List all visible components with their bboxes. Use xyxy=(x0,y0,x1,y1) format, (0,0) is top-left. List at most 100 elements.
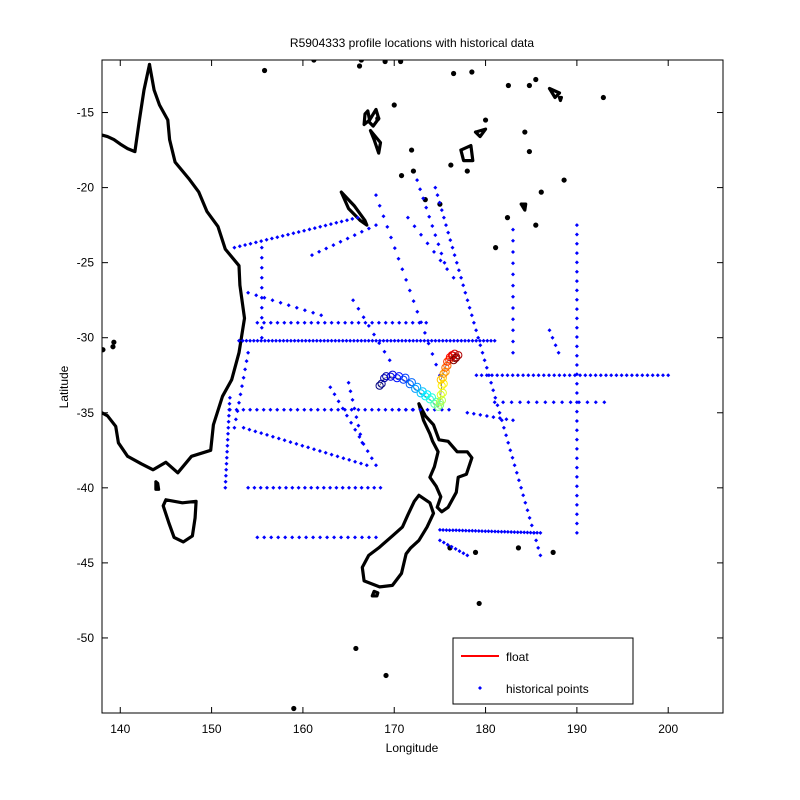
historical-point xyxy=(331,243,336,248)
historical-point xyxy=(424,320,429,325)
historical-point xyxy=(463,528,468,533)
historical-point xyxy=(528,530,533,535)
historical-point xyxy=(471,320,476,325)
historical-point xyxy=(344,338,349,343)
historical-point xyxy=(525,508,530,513)
historical-point xyxy=(526,373,531,378)
y-tick-label: -20 xyxy=(77,181,95,195)
float-profile-marker xyxy=(436,390,445,399)
historical-point xyxy=(349,320,354,325)
historical-point xyxy=(481,338,486,343)
coastline xyxy=(154,480,161,491)
historical-point xyxy=(341,456,346,461)
historical-point xyxy=(574,400,579,405)
historical-point xyxy=(454,260,459,265)
historical-point xyxy=(390,320,395,325)
historical-point xyxy=(574,391,579,395)
historical-point xyxy=(493,395,498,400)
float-profile-marker xyxy=(377,379,386,388)
historical-point xyxy=(490,373,494,378)
historical-point xyxy=(312,226,317,231)
historical-point xyxy=(259,305,264,310)
historical-point xyxy=(444,528,449,533)
historical-point xyxy=(512,530,517,535)
historical-point xyxy=(225,443,230,448)
historical-point xyxy=(562,373,567,378)
float-profile-marker xyxy=(423,390,432,399)
historical-point xyxy=(650,373,655,378)
historical-point xyxy=(262,338,267,343)
axes-box xyxy=(101,59,724,714)
historical-point xyxy=(525,530,530,535)
historical-point xyxy=(339,535,344,540)
historical-point xyxy=(403,320,408,325)
historical-point xyxy=(556,350,561,355)
historical-point xyxy=(477,338,482,343)
historical-point xyxy=(374,535,378,540)
float-profile-marker xyxy=(452,353,461,362)
historical-point xyxy=(473,528,478,533)
historical-point xyxy=(286,303,291,308)
historical-point xyxy=(552,373,557,378)
historical-point xyxy=(403,338,408,343)
historical-point xyxy=(396,256,401,261)
historical-point xyxy=(348,338,353,343)
historical-point xyxy=(382,349,387,354)
historical-point xyxy=(574,521,579,526)
historical-point xyxy=(511,339,515,344)
historical-point xyxy=(461,551,466,556)
island-marker xyxy=(261,67,268,74)
historical-point xyxy=(511,261,515,266)
historical-point xyxy=(577,400,581,405)
historical-point xyxy=(281,338,286,343)
historical-point xyxy=(324,246,329,251)
historical-point xyxy=(504,417,509,422)
historical-point xyxy=(531,530,536,535)
historical-point xyxy=(339,219,344,224)
historical-point xyxy=(338,239,343,244)
historical-point xyxy=(602,400,607,405)
historical-point xyxy=(262,295,267,300)
island-marker xyxy=(533,222,539,228)
historical-point xyxy=(336,407,341,412)
historical-point xyxy=(407,338,412,343)
historical-point xyxy=(374,463,378,468)
coastline xyxy=(519,202,528,212)
float-profile-marker xyxy=(443,361,452,370)
historical-point xyxy=(246,485,251,490)
historical-point xyxy=(484,365,489,370)
historical-point xyxy=(467,528,472,533)
historical-point xyxy=(486,373,491,378)
historical-point xyxy=(307,227,312,232)
historical-point xyxy=(367,535,371,540)
historical-point xyxy=(511,272,515,277)
historical-point xyxy=(440,338,445,343)
historical-point xyxy=(411,338,416,343)
historical-point xyxy=(288,440,293,445)
island-marker xyxy=(382,60,388,65)
historical-point xyxy=(241,425,246,430)
historical-point xyxy=(485,338,490,343)
historical-point xyxy=(309,320,314,325)
historical-point xyxy=(360,440,365,445)
island-marker xyxy=(291,705,297,712)
historical-point xyxy=(457,528,462,533)
historical-point xyxy=(583,373,588,378)
island-marker xyxy=(533,76,539,83)
historical-point xyxy=(476,335,481,340)
historical-point xyxy=(248,407,253,412)
historical-point xyxy=(463,338,467,343)
historical-point xyxy=(278,300,283,305)
historical-point xyxy=(405,215,410,220)
historical-point xyxy=(426,338,430,343)
historical-point xyxy=(516,478,521,483)
historical-point xyxy=(547,328,552,333)
historical-point xyxy=(534,538,539,543)
historical-point xyxy=(512,463,517,468)
island-marker xyxy=(375,115,381,122)
historical-point xyxy=(269,535,274,540)
historical-point xyxy=(574,335,579,339)
historical-point xyxy=(372,332,376,337)
historical-point xyxy=(492,338,497,343)
